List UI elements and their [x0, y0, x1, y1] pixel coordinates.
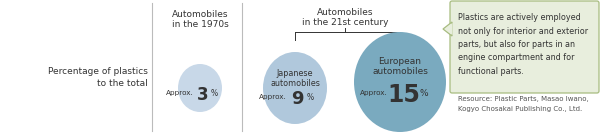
Ellipse shape — [263, 52, 327, 124]
Text: European: European — [379, 57, 421, 66]
Text: automobiles: automobiles — [372, 66, 428, 75]
FancyBboxPatch shape — [450, 1, 599, 93]
Text: 9: 9 — [291, 90, 303, 108]
Text: not only for interior and exterior: not only for interior and exterior — [458, 27, 588, 36]
Ellipse shape — [178, 64, 222, 112]
Text: %: % — [307, 92, 314, 101]
Text: 15: 15 — [388, 83, 421, 107]
Text: to the total: to the total — [97, 79, 148, 88]
Text: automobiles: automobiles — [270, 79, 320, 88]
Text: Approx.: Approx. — [166, 90, 194, 96]
Text: Japanese: Japanese — [277, 70, 313, 79]
Text: engine compartment and for: engine compartment and for — [458, 53, 575, 62]
Text: Approx.: Approx. — [259, 94, 287, 100]
Text: in the 1970s: in the 1970s — [172, 20, 229, 29]
Text: 3: 3 — [197, 86, 209, 104]
Text: Resource: Plastic Parts, Masao Iwano,: Resource: Plastic Parts, Masao Iwano, — [458, 96, 589, 102]
Text: Automobiles: Automobiles — [172, 10, 228, 19]
Text: Kogyo Chosakai Publishing Co., Ltd.: Kogyo Chosakai Publishing Co., Ltd. — [458, 106, 582, 112]
Text: Plastics are actively employed: Plastics are actively employed — [458, 13, 581, 22]
Text: Approx.: Approx. — [360, 90, 388, 96]
Text: functional parts.: functional parts. — [458, 67, 524, 76]
Text: in the 21st century: in the 21st century — [302, 18, 388, 27]
Text: Percentage of plastics: Percentage of plastics — [48, 68, 148, 77]
Text: %: % — [211, 88, 218, 98]
Text: parts, but also for parts in an: parts, but also for parts in an — [458, 40, 575, 49]
Text: %: % — [420, 88, 428, 98]
Ellipse shape — [354, 32, 446, 132]
Polygon shape — [445, 23, 452, 35]
Text: Automobiles: Automobiles — [317, 8, 373, 17]
Polygon shape — [443, 22, 452, 36]
